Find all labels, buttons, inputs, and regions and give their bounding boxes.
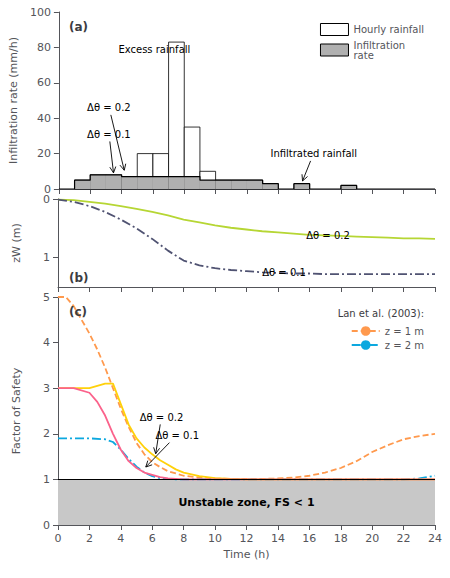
svg-text:3: 3 — [43, 382, 50, 395]
svg-text:18: 18 — [334, 532, 348, 545]
svg-text:Factor of Safety: Factor of Safety — [10, 367, 23, 454]
svg-text:rate: rate — [353, 50, 373, 61]
svg-text:Δθ = 0.2: Δθ = 0.2 — [87, 102, 131, 113]
svg-text:22: 22 — [397, 532, 411, 545]
svg-text:0: 0 — [43, 519, 50, 532]
svg-text:24: 24 — [428, 532, 442, 545]
svg-text:Δθ = 0.2: Δθ = 0.2 — [140, 412, 184, 423]
svg-text:zW (m): zW (m) — [10, 223, 23, 262]
svg-text:Δθ = 0.1: Δθ = 0.1 — [262, 267, 306, 278]
svg-text:16: 16 — [302, 532, 316, 545]
svg-text:20: 20 — [37, 147, 51, 160]
svg-text:4: 4 — [117, 532, 124, 545]
svg-text:Lan et al. (2003):: Lan et al. (2003): — [338, 308, 424, 319]
svg-text:Δθ = 0.1: Δθ = 0.1 — [155, 430, 199, 441]
svg-text:(c): (c) — [69, 305, 87, 319]
svg-text:10: 10 — [208, 532, 222, 545]
svg-text:z = 2 m: z = 2 m — [385, 340, 424, 351]
svg-text:60: 60 — [37, 76, 51, 89]
svg-text:Infiltration: Infiltration — [353, 39, 406, 51]
svg-text:14: 14 — [271, 532, 285, 545]
svg-text:40: 40 — [37, 112, 51, 125]
svg-text:Δθ = 0.1: Δθ = 0.1 — [87, 129, 131, 140]
svg-text:Time (h): Time (h) — [223, 548, 270, 561]
svg-text:12: 12 — [240, 532, 254, 545]
svg-text:Infiltration rate (mm/h): Infiltration rate (mm/h) — [7, 37, 20, 164]
svg-text:6: 6 — [149, 532, 156, 545]
svg-text:1: 1 — [43, 251, 50, 264]
svg-text:2: 2 — [43, 427, 50, 440]
svg-text:z = 1 m: z = 1 m — [385, 326, 424, 337]
svg-text:4: 4 — [43, 336, 50, 349]
svg-text:(a): (a) — [69, 20, 88, 34]
svg-text:80: 80 — [37, 41, 51, 54]
svg-text:(b): (b) — [69, 271, 89, 285]
svg-text:8: 8 — [180, 532, 187, 545]
svg-text:100: 100 — [30, 6, 51, 19]
svg-text:Infiltrated rainfall: Infiltrated rainfall — [270, 148, 357, 159]
svg-text:0: 0 — [43, 193, 50, 206]
svg-text:0: 0 — [55, 532, 62, 545]
svg-text:Unstable zone, FS < 1: Unstable zone, FS < 1 — [178, 496, 314, 509]
svg-text:0: 0 — [43, 182, 51, 196]
svg-text:5: 5 — [43, 291, 50, 304]
svg-text:20: 20 — [365, 532, 379, 545]
svg-text:Δθ = 0.2: Δθ = 0.2 — [306, 230, 350, 241]
svg-text:Hourly rainfall: Hourly rainfall — [353, 24, 424, 35]
svg-text:Excess rainfall: Excess rainfall — [118, 44, 190, 55]
svg-text:1: 1 — [43, 473, 50, 486]
svg-text:2: 2 — [86, 532, 93, 545]
